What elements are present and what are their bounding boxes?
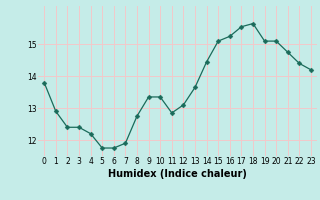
X-axis label: Humidex (Indice chaleur): Humidex (Indice chaleur) xyxy=(108,169,247,179)
